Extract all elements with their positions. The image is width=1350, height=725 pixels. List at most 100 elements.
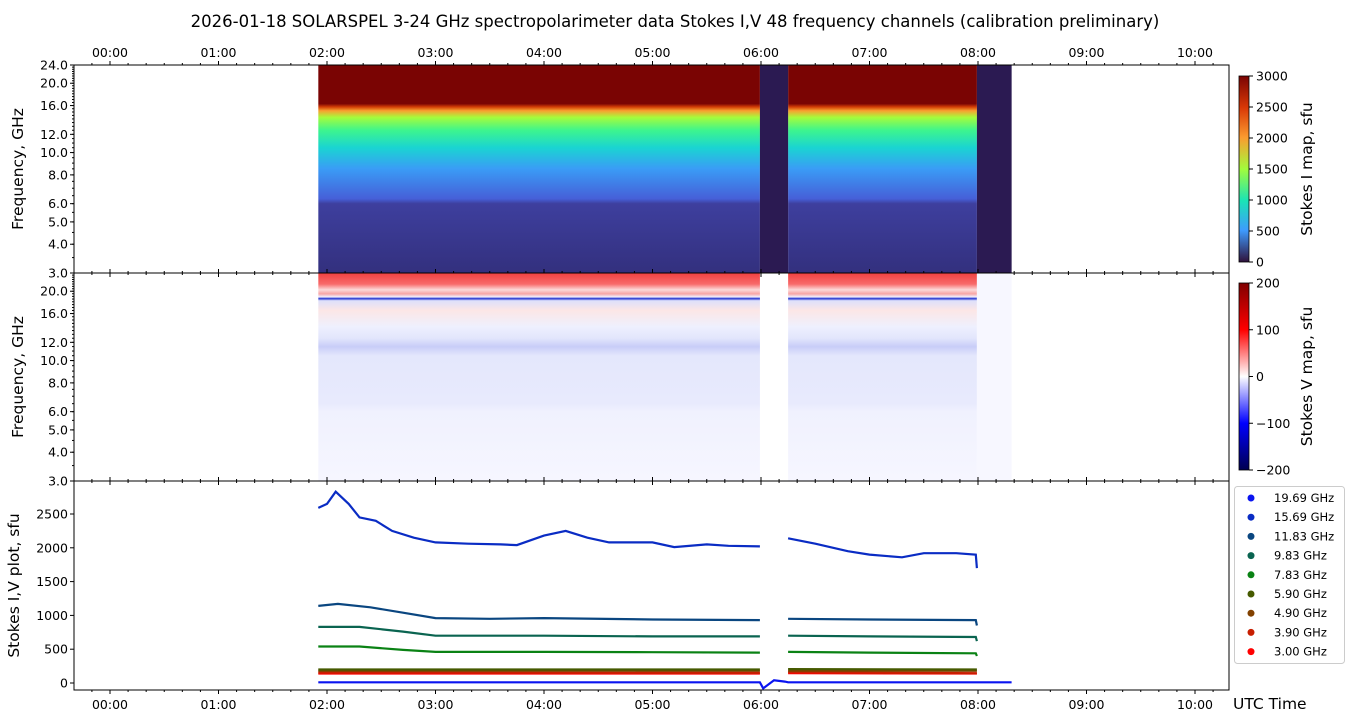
- legend-entry: 5.90 GHz: [1274, 587, 1327, 601]
- stokes-iv-plot-panel: 00:00 01:00 02:00 03:00 04:00 05:00 06:00 07:00…: [5, 477, 1307, 713]
- y-tick-label: 3.0: [48, 474, 68, 489]
- x-tick-label: 01:00: [200, 45, 236, 60]
- x-tick-label: 10:00: [1177, 45, 1213, 60]
- y-tick-label: 5.0: [48, 214, 68, 229]
- stokes-i-gap-block: [976, 65, 1012, 273]
- x-tick-label: 09:00: [1068, 45, 1104, 60]
- legend-entry: 15.69 GHz: [1274, 510, 1334, 524]
- series-line-19-69-GHz: [318, 679, 1012, 691]
- y-tick-label: 4.0: [48, 237, 68, 252]
- colorbar-tick-label: 200: [1256, 276, 1280, 291]
- stokes-i-panel: 00:00 01:00 02:00 03:00 04:00 05:00 06:00 07:00…: [9, 45, 1230, 281]
- x-tick-label: 04:00: [526, 45, 562, 60]
- legend-marker: [1247, 609, 1255, 617]
- y-tick-label: 5.0: [48, 422, 68, 437]
- colorbar-tick-label: 500: [1256, 224, 1280, 239]
- series-line-11-83-GHz: [318, 602, 978, 626]
- x-tick-label: 04:00: [526, 697, 562, 712]
- x-tick-label: 07:00: [851, 45, 887, 60]
- y-tick-label: 3.0: [48, 266, 68, 281]
- legend-entry: 19.69 GHz: [1274, 491, 1334, 505]
- y-tick-label: 10.0: [40, 145, 68, 160]
- legend-marker: [1247, 532, 1255, 540]
- colorbar-tick-label: 1500: [1256, 162, 1288, 177]
- stokes-v-heatmap-block: [318, 273, 760, 481]
- legend-entry: 11.83 GHz: [1274, 529, 1334, 543]
- legend: 19.69 GHz 15.69 GHz 11.83 GHz 9.83 GHz 7.83 …: [1234, 486, 1345, 664]
- y-tick-label: 1500: [36, 574, 68, 589]
- x-axis-label: UTC Time: [1233, 695, 1307, 713]
- legend-marker: [1247, 571, 1255, 579]
- y-tick-label: 2000: [36, 540, 68, 555]
- x-tick-label: 02:00: [309, 697, 345, 712]
- x-tick-label: 02:00: [309, 45, 345, 60]
- x-tick-label: 05:00: [634, 45, 670, 60]
- y-tick-label: 2500: [36, 507, 68, 522]
- legend-marker: [1247, 552, 1255, 560]
- series-line-3-90-GHz: [318, 671, 977, 675]
- y-tick-label: 10.0: [40, 353, 68, 368]
- x-tick-label: 10:00: [1177, 697, 1213, 712]
- x-tick-label: 08:00: [960, 697, 996, 712]
- y-tick-label: 24.0: [40, 58, 68, 73]
- legend-marker: [1247, 494, 1255, 502]
- colorbar: [1238, 75, 1250, 263]
- legend-entry: 7.83 GHz: [1274, 568, 1327, 582]
- y-tick-label: 20.0: [40, 76, 68, 91]
- y-tick-label: 8.0: [48, 167, 68, 182]
- legend-marker: [1247, 648, 1255, 656]
- legend-entry: 3.00 GHz: [1274, 645, 1327, 659]
- stokes-i-heatmap-block: [788, 65, 977, 273]
- x-tick-label: 08:00: [960, 45, 996, 60]
- y-tick-label: 0: [60, 676, 68, 691]
- colorbar-tick-label: 0: [1256, 255, 1264, 270]
- colorbar-tick-label: −200: [1256, 463, 1290, 478]
- x-tick-label: 09:00: [1068, 697, 1104, 712]
- stokes-i-gap-block: [759, 65, 789, 273]
- stokes-v-gap-block: [976, 273, 1012, 481]
- x-tick-label: 03:00: [417, 45, 453, 60]
- colorbar-tick-label: 1000: [1256, 193, 1288, 208]
- legend-entry: 4.90 GHz: [1274, 606, 1327, 620]
- y-tick-label: 500: [44, 642, 68, 657]
- y-axis-label: Frequency, GHz: [9, 316, 27, 438]
- y-axis-label: Stokes I,V plot, sfu: [5, 513, 23, 657]
- stokes-i-heatmap-block: [318, 65, 760, 273]
- legend-entry: 3.90 GHz: [1274, 625, 1327, 639]
- colorbar-tick-label: 3000: [1256, 69, 1288, 84]
- legend-marker: [1247, 590, 1255, 598]
- legend-entry: 9.83 GHz: [1274, 549, 1327, 563]
- y-tick-label: 6.0: [48, 404, 68, 419]
- y-tick-label: 12.0: [40, 335, 68, 350]
- series-line-15-69-GHz: [317, 490, 978, 569]
- y-tick-label: 1000: [36, 608, 68, 623]
- x-tick-label: 01:00: [200, 697, 236, 712]
- x-tick-label: 00:00: [92, 697, 128, 712]
- x-tick-label: 00:00: [92, 45, 128, 60]
- colorbar-tick-label: 2000: [1256, 131, 1288, 146]
- y-tick-label: 20.0: [40, 284, 68, 299]
- colorbar: [1238, 282, 1250, 471]
- legend-box: [1234, 486, 1345, 664]
- y-tick-label: 8.0: [48, 375, 68, 390]
- y-tick-label: 6.0: [48, 196, 68, 211]
- series-line-9-83-GHz: [318, 625, 978, 642]
- y-tick-label: 12.0: [40, 127, 68, 142]
- y-tick-label: 16.0: [40, 98, 68, 113]
- colorbar-tick-label: −100: [1256, 416, 1290, 431]
- stokes-v-heatmap-block: [788, 273, 977, 481]
- colorbar-label: Stokes I map, sfu: [1298, 102, 1316, 236]
- y-tick-label: 16.0: [40, 306, 68, 321]
- stokes-v-panel: 3.0 4.0 5.0 6.0 8.0 10.0 12.0 16.0 20.0 Frequency…: [9, 269, 1230, 489]
- colorbar-tick-label: 0: [1256, 369, 1264, 384]
- y-axis-label: Frequency, GHz: [9, 108, 27, 230]
- y-tick-label: 4.0: [48, 445, 68, 460]
- figure-title: 2026-01-18 SOLARSPEL 3-24 GHz spectropol…: [191, 12, 1160, 31]
- x-tick-label: 03:00: [417, 697, 453, 712]
- axes-frame: [73, 480, 1230, 691]
- x-tick-label: 05:00: [634, 697, 670, 712]
- legend-marker: [1247, 628, 1255, 636]
- x-tick-label: 06:00: [743, 697, 779, 712]
